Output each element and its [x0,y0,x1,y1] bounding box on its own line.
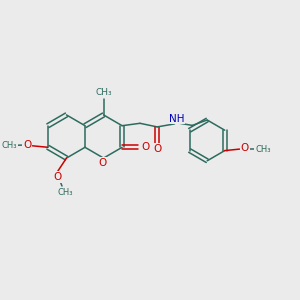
Text: O: O [153,144,161,154]
Text: O: O [53,172,62,182]
Text: CH₃: CH₃ [2,141,17,150]
Text: O: O [98,158,107,168]
Text: O: O [241,143,249,153]
Text: CH₃: CH₃ [255,145,271,154]
Text: O: O [23,140,31,150]
Text: CH₃: CH₃ [58,188,73,197]
Text: NH: NH [169,113,184,124]
Text: O: O [141,142,149,152]
Text: CH₃: CH₃ [95,88,112,97]
